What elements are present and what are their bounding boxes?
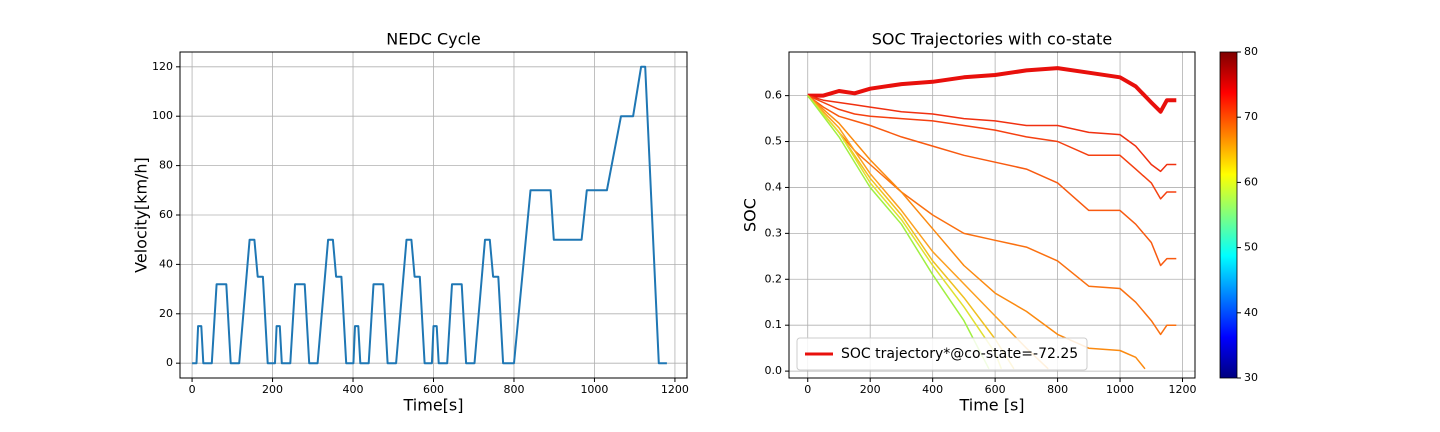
- chart-title: SOC Trajectories with co-state: [872, 30, 1112, 49]
- data-line: [807, 95, 1049, 370]
- colorbar-tick-label: 50: [1244, 241, 1258, 254]
- legend-label: SOC trajectory*@co-state=-72.25: [841, 346, 1078, 362]
- x-axis-label: Time[s]: [403, 396, 464, 415]
- y-tick-label: 80: [159, 159, 173, 172]
- chart-title: NEDC Cycle: [386, 30, 480, 49]
- x-tick-label: 1200: [661, 383, 689, 396]
- y-axis-label: SOC: [741, 198, 760, 232]
- y-tick-label: 0.1: [765, 318, 783, 331]
- y-tick-label: 0.2: [765, 272, 783, 285]
- x-axis-label: Time [s]: [958, 396, 1024, 415]
- y-axis-label: Velocity[km/h]: [132, 157, 151, 273]
- x-tick-label: 1000: [1106, 383, 1134, 396]
- plot-frame: [179, 51, 688, 379]
- colorbar-tick-label: 60: [1244, 175, 1258, 188]
- colorbar-tick-label: 70: [1244, 110, 1258, 123]
- y-tick-label: 40: [159, 257, 173, 270]
- data-line: [807, 94, 1177, 200]
- data-line: [807, 94, 1177, 267]
- colorbar: [1219, 51, 1238, 379]
- y-tick-label: 0.6: [765, 89, 783, 102]
- data-line: [807, 94, 1177, 173]
- x-tick-label: 0: [804, 383, 811, 396]
- x-tick-label: 1200: [1169, 383, 1197, 396]
- x-tick-label: 600: [423, 383, 444, 396]
- plot-frame: [788, 51, 1196, 379]
- y-tick-label: 0.3: [765, 226, 783, 239]
- legend-box: [796, 337, 1088, 371]
- colorbar-tick-label: 30: [1244, 371, 1258, 384]
- colorbar-tick-label: 80: [1244, 45, 1258, 58]
- y-tick-label: 100: [152, 109, 173, 122]
- data-line: [807, 95, 1146, 370]
- x-tick-label: 600: [985, 383, 1006, 396]
- y-tick-label: 0.0: [765, 364, 783, 377]
- x-tick-label: 1000: [580, 383, 608, 396]
- y-tick-label: 20: [159, 307, 173, 320]
- x-tick-label: 400: [343, 383, 364, 396]
- x-tick-label: 200: [262, 383, 283, 396]
- y-tick-label: 60: [159, 208, 173, 221]
- data-line: [192, 65, 667, 365]
- y-tick-label: 0.4: [765, 180, 783, 193]
- x-tick-label: 800: [503, 383, 524, 396]
- data-line: [807, 95, 990, 370]
- colorbar-tick-label: 40: [1244, 306, 1258, 319]
- data-line: [807, 95, 1177, 336]
- x-tick-label: 400: [922, 383, 943, 396]
- y-tick-label: 120: [152, 60, 173, 73]
- x-tick-label: 200: [860, 383, 881, 396]
- data-line: [807, 95, 1003, 370]
- data-line: [807, 66, 1177, 114]
- x-tick-label: 0: [189, 383, 196, 396]
- x-tick-label: 800: [1047, 383, 1068, 396]
- y-tick-label: 0: [166, 356, 173, 369]
- y-tick-label: 0.5: [765, 135, 783, 148]
